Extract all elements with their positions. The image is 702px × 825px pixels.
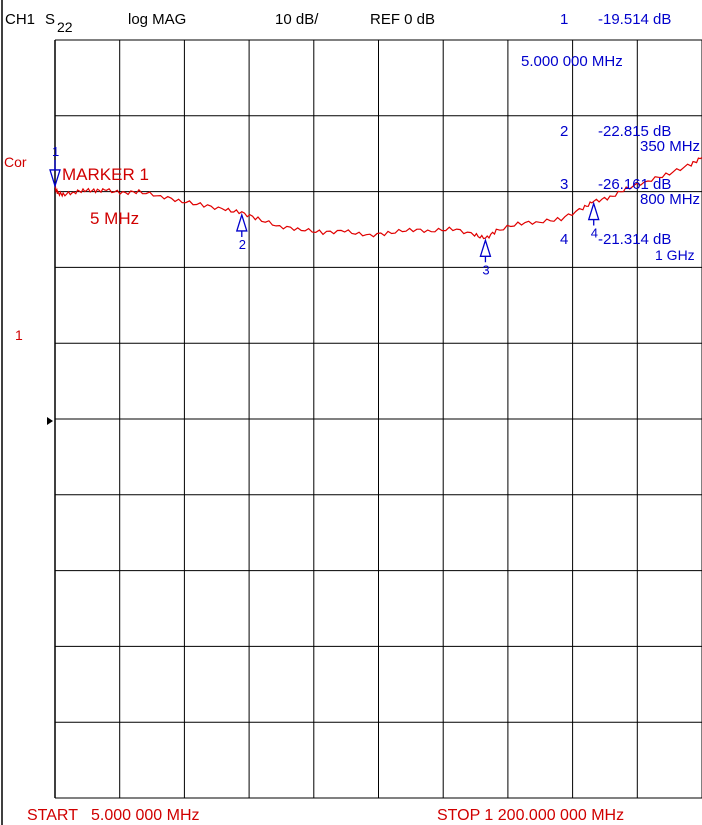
marker-3-id: 3 bbox=[560, 176, 569, 193]
scale-label: 10 dB/ bbox=[275, 11, 319, 28]
marker-4-freq: 1 GHz bbox=[655, 247, 695, 263]
marker-1-label: 1 bbox=[52, 144, 59, 159]
active-marker-title: MARKER 1 bbox=[62, 165, 149, 184]
channel-label: CH1 bbox=[5, 11, 36, 28]
marker-3-label: 3 bbox=[482, 262, 489, 277]
reference-position-icon bbox=[47, 417, 53, 425]
parameter-subscript: 22 bbox=[57, 19, 73, 35]
marker-4-icon bbox=[587, 201, 600, 226]
marker-3-freq: 800 MHz bbox=[640, 191, 701, 208]
marker-2: 2 bbox=[235, 212, 248, 252]
marker-4-id: 4 bbox=[560, 231, 569, 248]
marker-3: 3 bbox=[479, 238, 492, 277]
marker-2-freq: 350 MHz bbox=[640, 138, 701, 155]
parameter-label: S bbox=[45, 11, 56, 28]
marker-2-icon bbox=[235, 212, 248, 237]
marker-1-id: 1 bbox=[560, 11, 569, 28]
trace-line bbox=[54, 156, 702, 240]
marker-3-icon bbox=[479, 238, 492, 263]
marker-2-label: 2 bbox=[239, 237, 246, 252]
marker-4-label: 4 bbox=[591, 226, 598, 241]
marker-3-value: -26.161 dB bbox=[598, 176, 672, 193]
reference-position-label: 1 bbox=[15, 327, 23, 343]
active-marker-frequency: 5 MHz bbox=[90, 209, 140, 228]
marker-1: 1 bbox=[49, 144, 61, 189]
marker-4-value: -21.314 dB bbox=[598, 231, 672, 248]
marker-1-icon bbox=[49, 159, 61, 189]
marker-2-id: 2 bbox=[560, 123, 569, 140]
marker-1-value: -19.514 dB bbox=[598, 11, 672, 28]
correction-indicator: Cor bbox=[4, 154, 27, 170]
marker-4: 4 bbox=[587, 201, 600, 241]
start-frequency: START 5.000 000 MHz bbox=[27, 807, 200, 824]
reference-level-label: REF 0 dB bbox=[370, 11, 436, 28]
marker-2-value: -22.815 dB bbox=[598, 123, 672, 140]
format-label: log MAG bbox=[128, 11, 187, 28]
stop-frequency: STOP 1 200.000 000 MHz bbox=[437, 807, 625, 824]
marker-1-freq: 5.000 000 MHz bbox=[521, 53, 623, 70]
